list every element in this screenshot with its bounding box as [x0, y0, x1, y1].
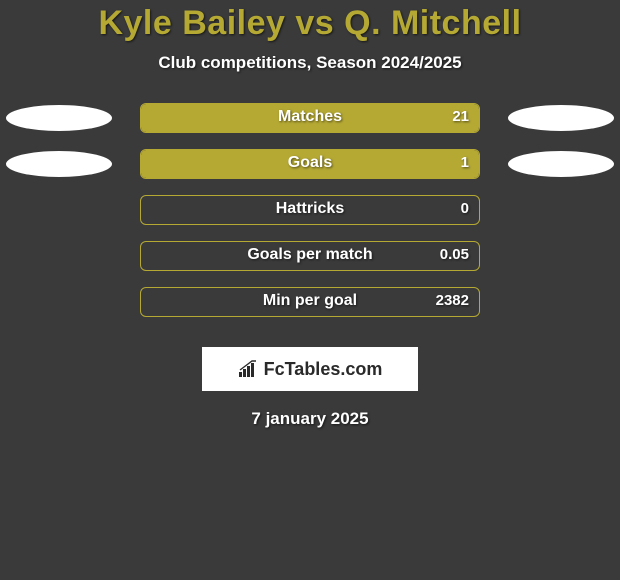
stat-value: 1 [461, 154, 469, 171]
stat-row: Goals1 [0, 149, 620, 195]
page-title: Kyle Bailey vs Q. Mitchell [0, 4, 620, 43]
stat-bar-track: Matches21 [140, 103, 480, 133]
brand-chart-icon [238, 360, 260, 378]
stat-value: 0.05 [440, 246, 469, 263]
stat-label: Min per goal [141, 292, 479, 310]
stat-bar-track: Goals1 [140, 149, 480, 179]
stat-label: Goals per match [141, 246, 479, 264]
stat-value: 0 [461, 200, 469, 217]
stat-bar-fill [141, 104, 479, 132]
brand-badge[interactable]: FcTables.com [202, 347, 418, 391]
stat-label: Hattricks [141, 200, 479, 218]
stat-bar-fill [141, 150, 479, 178]
comparison-card: Kyle Bailey vs Q. Mitchell Club competit… [0, 0, 620, 429]
date-label: 7 january 2025 [0, 409, 620, 429]
stat-bar-track: Hattricks0 [140, 195, 480, 225]
stat-value: 21 [452, 108, 469, 125]
player-right-oval [508, 105, 614, 131]
stat-row: Min per goal2382 [0, 287, 620, 333]
stats-list: Matches21 Goals1 Hattricks0 Goals per match… [0, 103, 620, 333]
player-left-oval [6, 151, 112, 177]
player-left-oval [6, 105, 112, 131]
stat-value: 2382 [436, 292, 469, 309]
brand-text: FcTables.com [264, 359, 383, 380]
stat-bar-track: Goals per match0.05 [140, 241, 480, 271]
stat-row: Goals per match0.05 [0, 241, 620, 287]
player-right-oval [508, 151, 614, 177]
subtitle: Club competitions, Season 2024/2025 [0, 53, 620, 73]
stat-row: Matches21 [0, 103, 620, 149]
stat-bar-track: Min per goal2382 [140, 287, 480, 317]
stat-row: Hattricks0 [0, 195, 620, 241]
